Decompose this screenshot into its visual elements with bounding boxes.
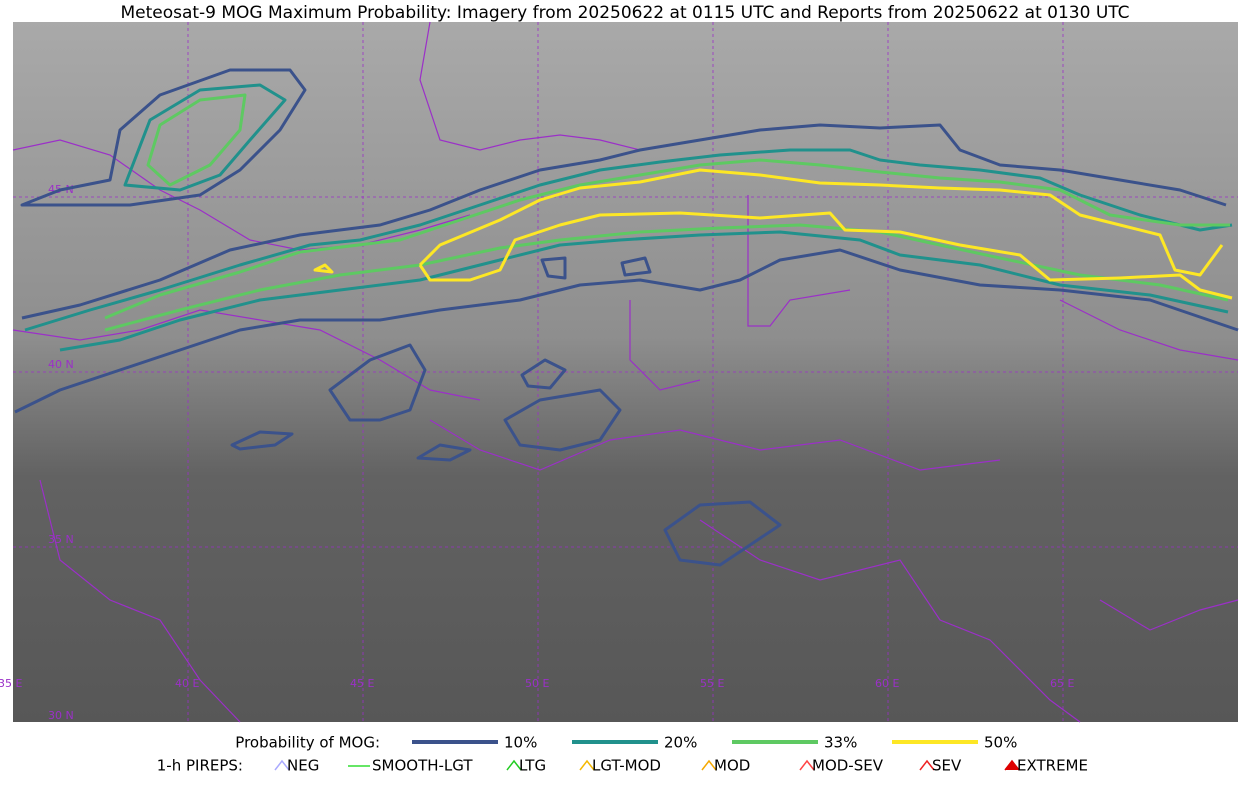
contour (21, 123, 1227, 320)
contour (146, 93, 247, 187)
contour (104, 158, 1230, 320)
borders (12, 21, 1239, 723)
contour (328, 343, 427, 422)
geo-labels: 45 N40 N35 N30 N35 E 40 E 45 E 50 E 55 E 60 E… (0, 183, 1074, 722)
contour (540, 256, 567, 280)
pirep-symbol (506, 759, 522, 771)
lon-label: 65 E (1050, 677, 1074, 690)
legend-label: EXTREME (1017, 757, 1088, 775)
pirep-symbol (701, 759, 717, 771)
lat-label: 40 N (48, 358, 74, 371)
lon-label: 50 E (525, 677, 549, 690)
legend-label: 20% (664, 734, 697, 752)
pirep-symbol (1004, 759, 1020, 771)
contour (418, 168, 1224, 277)
legend-title: Probability of MOG: (235, 734, 380, 752)
legend-label: NEG (287, 757, 319, 775)
lon-label: 40 E (175, 677, 199, 690)
legend: Probability of MOG: 10% 20% 33% 50% 1-h PIREP… (157, 734, 1088, 775)
pirep-symbol (579, 759, 595, 771)
contour (418, 211, 1233, 300)
grid (13, 22, 1238, 722)
contour (230, 430, 294, 451)
contour (24, 148, 1233, 332)
pirep-symbol (274, 759, 290, 771)
contour (20, 68, 307, 207)
legend-label: LGT-MOD (592, 757, 661, 775)
legend-label: 50% (984, 734, 1017, 752)
legend-title: 1-h PIREPS: (157, 757, 243, 775)
contour (520, 358, 567, 390)
legend-label: SEV (932, 757, 962, 775)
legend-label: 10% (504, 734, 537, 752)
lon-label: 60 E (875, 677, 899, 690)
lon-label: 35 E (0, 677, 22, 690)
contours (14, 68, 1239, 567)
contour (59, 230, 1229, 352)
contour (503, 388, 622, 452)
contour (104, 223, 1229, 332)
legend-label: SMOOTH-LGT (372, 757, 473, 775)
lat-label: 35 N (48, 533, 74, 546)
contour (313, 263, 334, 274)
contour (416, 443, 472, 462)
lat-label: 30 N (48, 709, 74, 722)
pirep-symbol (799, 759, 815, 771)
contour (663, 500, 782, 567)
contour (620, 256, 652, 277)
contour (123, 83, 287, 192)
lon-label: 55 E (700, 677, 724, 690)
contour (14, 248, 1239, 414)
legend-label: 33% (824, 734, 857, 752)
legend-label: MOD-SEV (812, 757, 884, 775)
title: Meteosat-9 MOG Maximum Probability: Imag… (120, 3, 1129, 23)
pirep-symbol (919, 759, 935, 771)
lon-label: 45 E (350, 677, 374, 690)
map: 45 N40 N35 N30 N35 E 40 E 45 E 50 E 55 E 60 E… (0, 21, 1239, 723)
legend-label: MOD (714, 757, 750, 775)
legend-label: LTG (519, 757, 546, 775)
